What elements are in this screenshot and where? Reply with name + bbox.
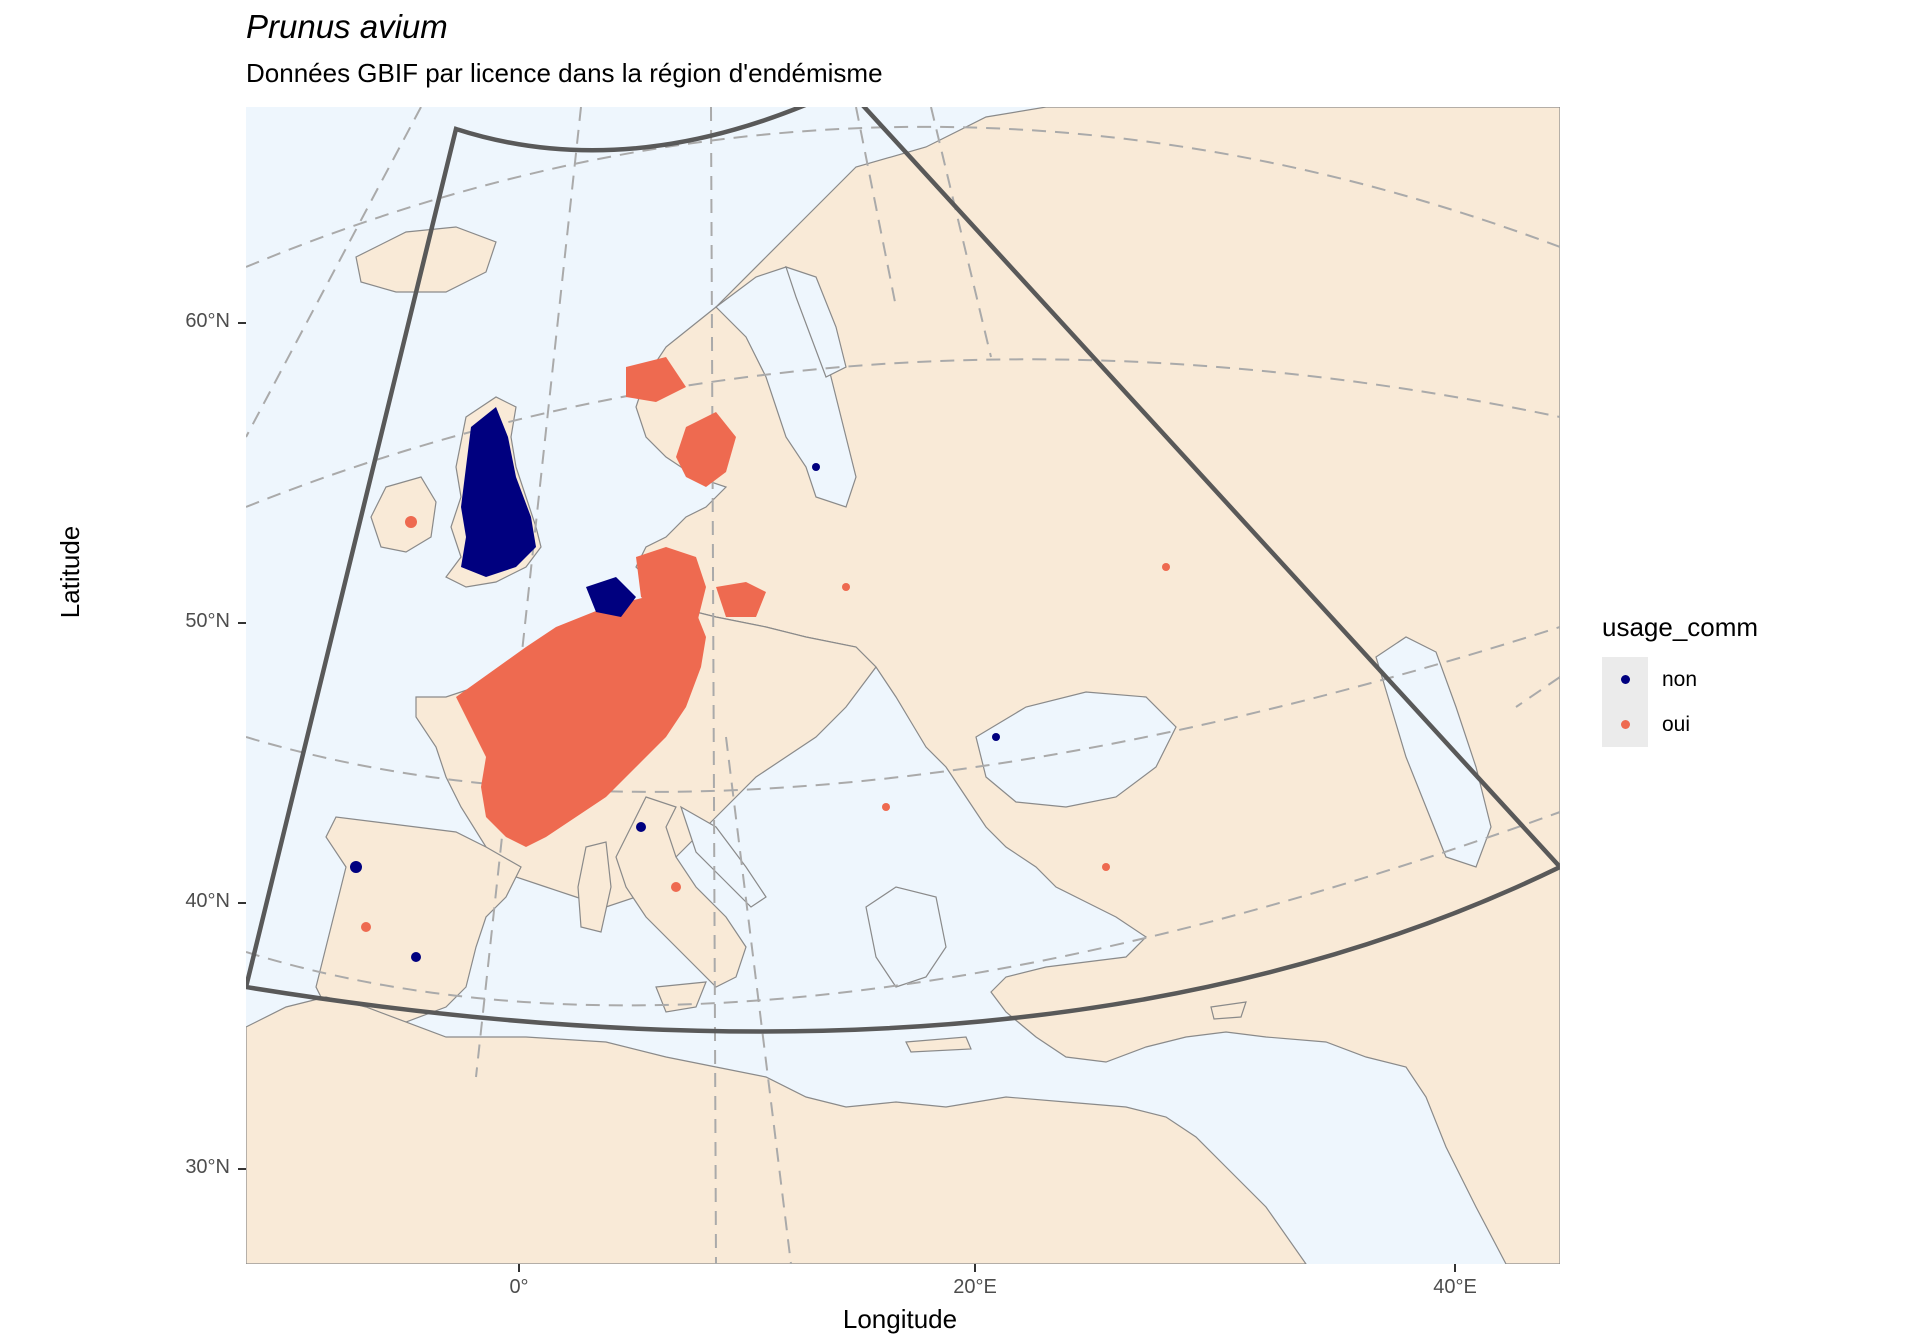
land-cyprus [1210, 1001, 1247, 1020]
lon-tick-20e: 20°E [953, 1276, 997, 1298]
graticule-lon-0 [475, 107, 582, 1078]
britain-cluster [461, 407, 536, 577]
legend-item-oui: oui [1602, 702, 1758, 747]
legend-label-non: non [1662, 667, 1698, 691]
lon-tick-0: 0° [509, 1276, 529, 1298]
land-north-africa [246, 996, 1307, 1264]
occurrences-non [350, 407, 1000, 962]
legend-key-oui [1602, 702, 1648, 747]
graticule-lon-40e [1515, 676, 1560, 708]
graticule-lon-20e-b [930, 107, 992, 358]
benelux-cluster [586, 577, 636, 617]
graticule-lat-30 [246, 811, 1560, 1007]
baltic-non-point [812, 463, 820, 471]
graticule-lon-10e [710, 107, 717, 1264]
legend-dot-non [1620, 675, 1630, 684]
land-corsica-sardinia [577, 841, 612, 933]
iberia-point [361, 922, 371, 932]
graticule-lon-25e [725, 736, 792, 1264]
germany-cluster [636, 547, 706, 627]
lat-tick-mark-40 [238, 902, 246, 904]
crimea-non-point [992, 733, 1000, 741]
map-subtitle: Données GBIF par licence dans la région … [246, 58, 883, 88]
endemism-region-outline [246, 107, 1560, 1034]
sweden-cluster [676, 412, 736, 487]
map-panel [246, 107, 1560, 1264]
y-axis-title: Latitude [55, 525, 85, 619]
lat-tick-30: 30°N [185, 1156, 230, 1178]
denmark-cluster [716, 582, 766, 617]
land-crete [905, 1036, 972, 1053]
legend-item-non: non [1602, 657, 1758, 702]
lat-tick-mark-50 [238, 622, 246, 624]
ireland-point [405, 516, 417, 528]
lon-tick-mark-40 [1454, 1264, 1456, 1272]
x-axis-title: Longitude [842, 1304, 958, 1334]
lat-tick-40: 40°N [185, 890, 230, 912]
lon-tick-40e: 40°E [1433, 1276, 1477, 1298]
lat-tick-mark-60 [238, 322, 246, 324]
norway-cluster [626, 357, 686, 402]
legend-dot-oui [1620, 720, 1630, 729]
map-title: Prunus avium [246, 8, 448, 45]
lat-tick-60: 60°N [185, 310, 230, 332]
lon-tick-mark-0 [518, 1264, 520, 1272]
legend-title: usage_comm [1602, 612, 1759, 642]
graticule-lat-50 [246, 358, 1560, 508]
occurrences-oui [361, 357, 1170, 932]
iberia-non-point [350, 861, 362, 873]
legend: usage_comm non oui [1602, 612, 1758, 747]
lat-tick-mark-30 [238, 1168, 246, 1170]
map-canvas [246, 107, 1560, 1264]
turkey-point [1102, 863, 1110, 871]
black-sea [975, 691, 1177, 808]
inland-seas [679, 266, 1492, 988]
aegean-sea [865, 886, 947, 988]
italy-point [671, 882, 681, 892]
balkans-point [882, 803, 890, 811]
italy-non-point [636, 822, 646, 832]
lat-tick-50: 50°N [185, 610, 230, 632]
graticule [246, 107, 1560, 1264]
russia-point [1162, 563, 1170, 571]
france-cluster [456, 587, 706, 847]
legend-key-non [1602, 657, 1648, 702]
graticule-lon-20e [855, 107, 897, 308]
lon-tick-mark-20 [974, 1264, 976, 1272]
poland-point [842, 583, 850, 591]
gulf-of-bothnia [785, 266, 847, 378]
iberia-non-point-2 [411, 952, 421, 962]
land-ireland [370, 476, 437, 553]
graticule-lon-w [246, 107, 422, 438]
graticule-lat-60 [246, 125, 1560, 268]
legend-label-oui: oui [1662, 712, 1691, 736]
land-eurasia [635, 107, 1560, 1264]
graticule-lat-40 [246, 626, 1560, 793]
land-italy [615, 796, 747, 988]
